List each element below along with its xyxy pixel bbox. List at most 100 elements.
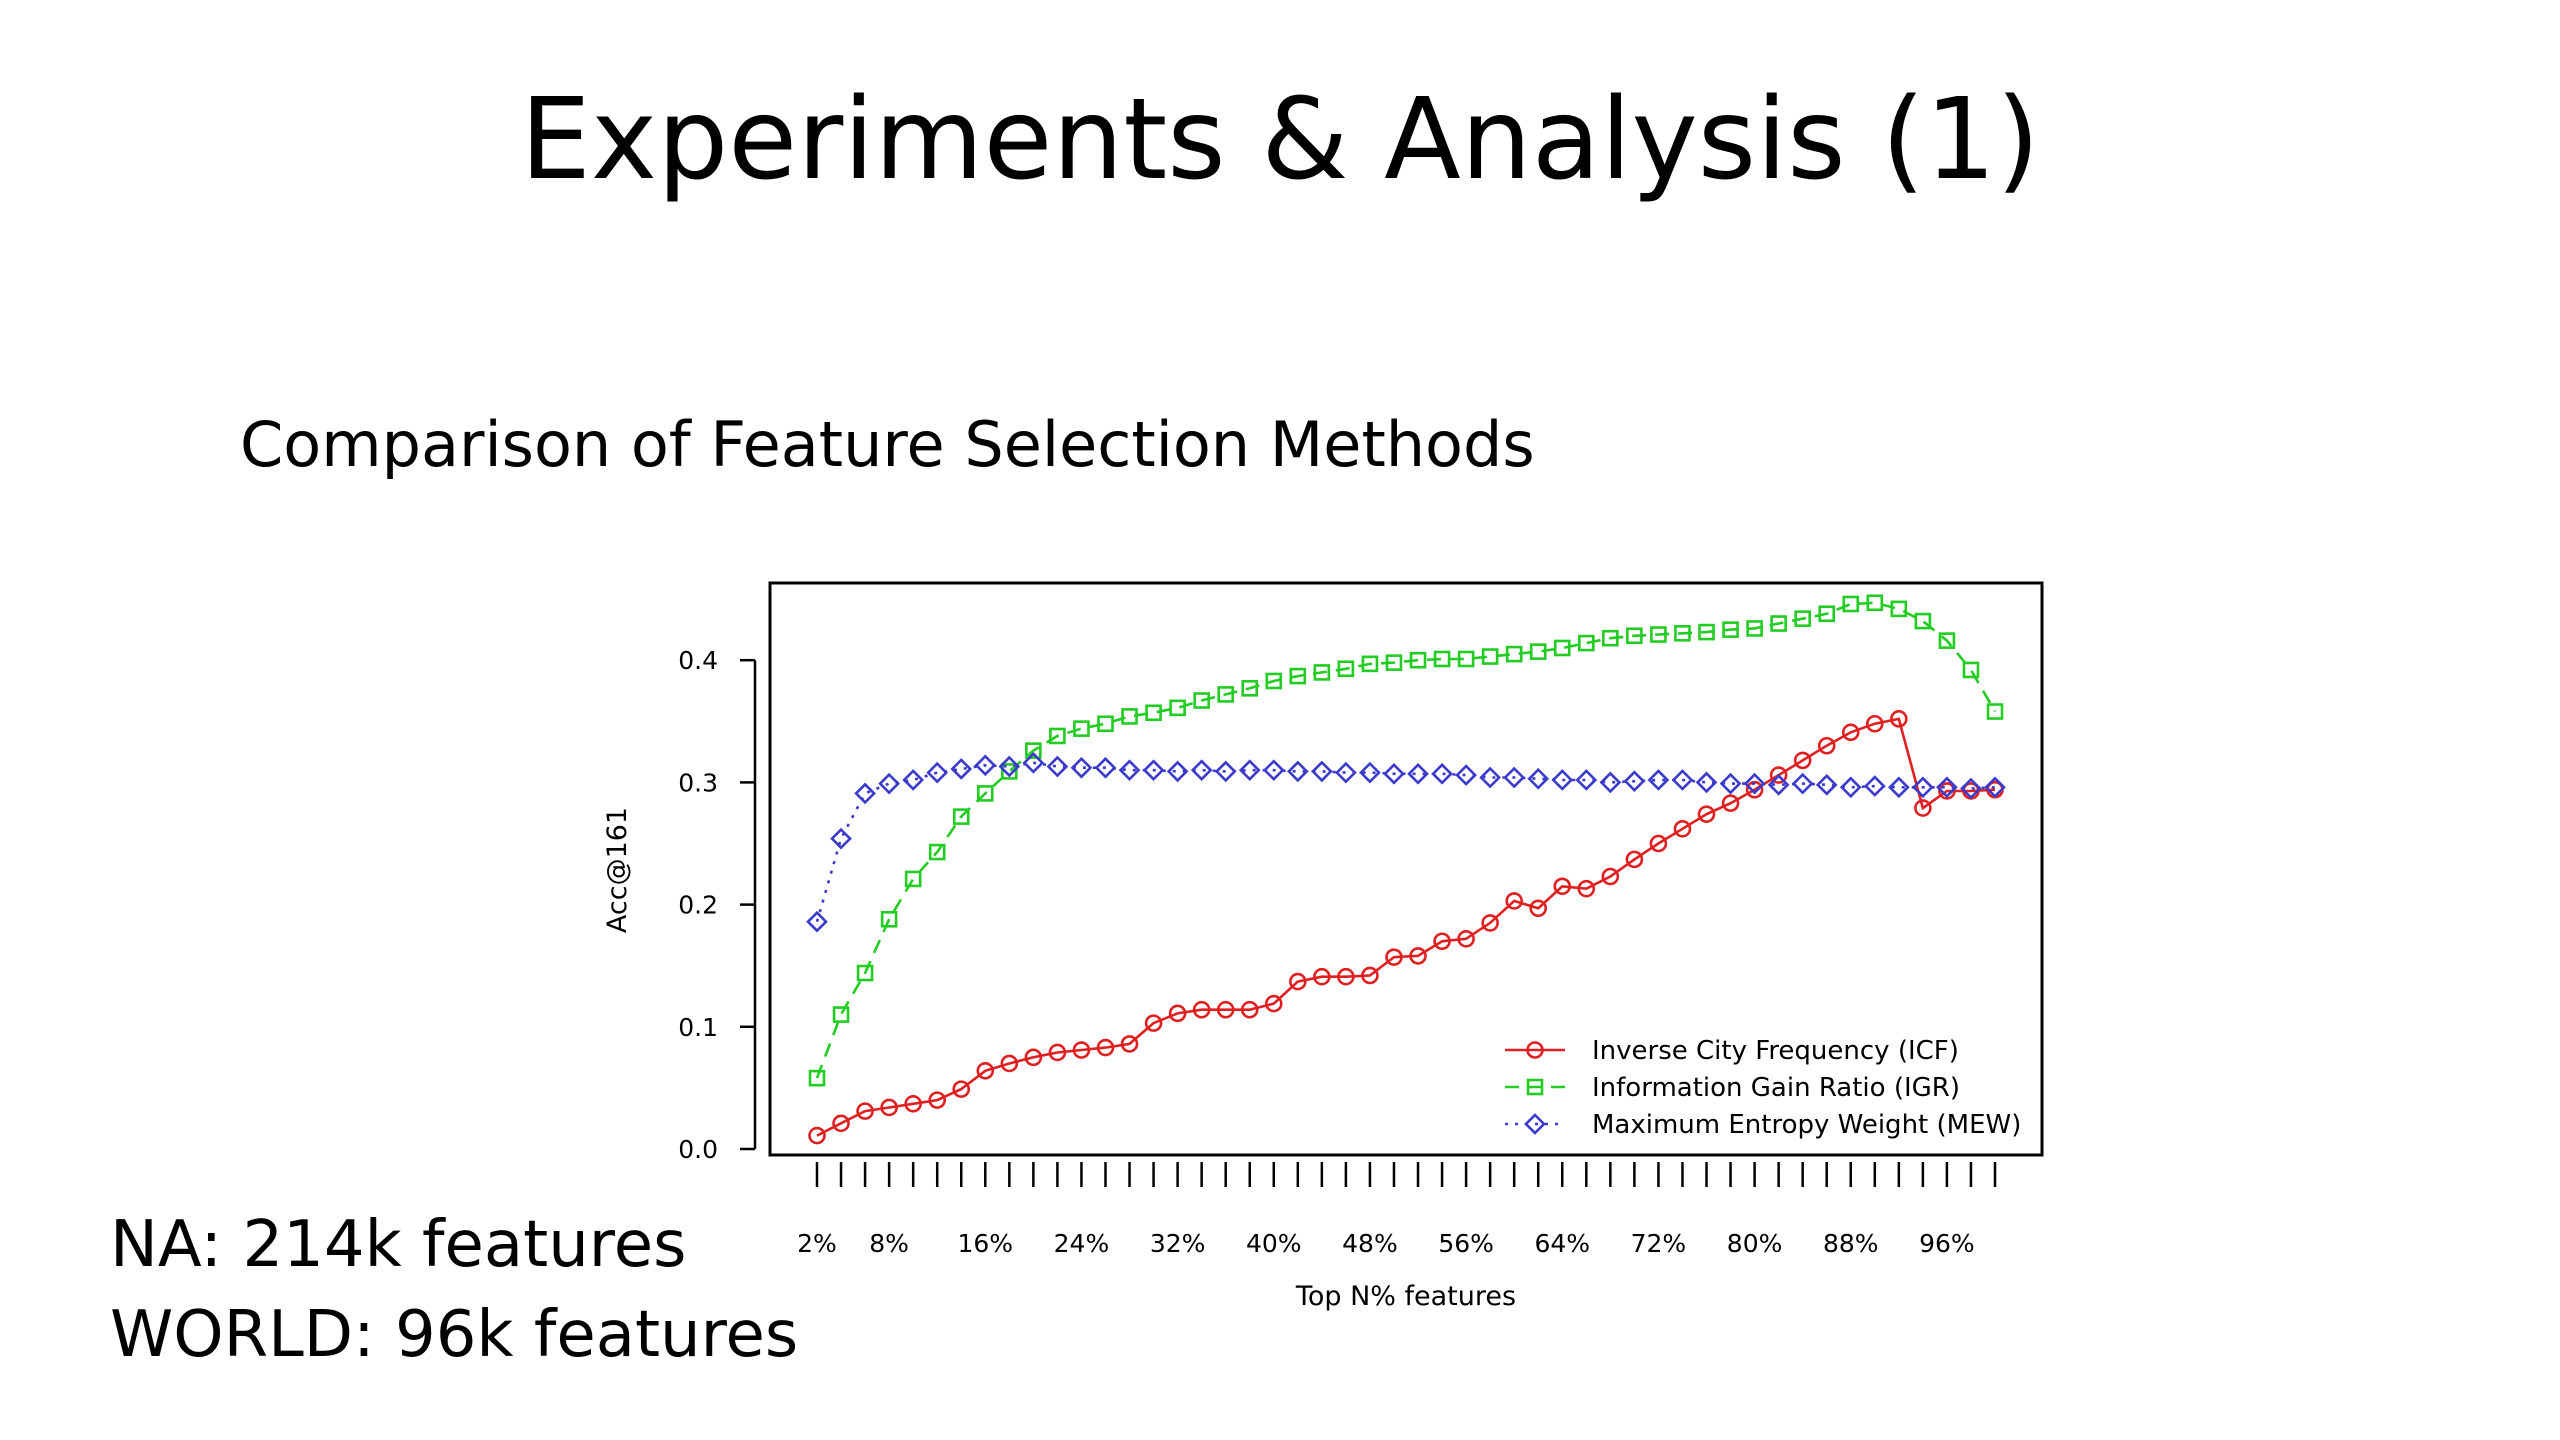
data-point [1046, 755, 1069, 778]
data-point [1503, 766, 1526, 789]
data-point [1626, 627, 1643, 645]
data-point [1577, 879, 1596, 898]
series-circle [808, 710, 2004, 1145]
y-tick-label: 0.1 [678, 1013, 718, 1042]
data-point [1265, 672, 1283, 690]
data-point [832, 1114, 850, 1133]
x-axis-label: Top N% features [1295, 1281, 1516, 1312]
data-point [1767, 774, 1790, 796]
data-point [1647, 769, 1670, 791]
data-point [926, 761, 949, 784]
legend-box [1480, 1020, 2040, 1150]
data-point [1361, 655, 1379, 673]
data-point [998, 755, 1021, 778]
chart-legend: Inverse City Frequency (ICF) Information … [1480, 1020, 2040, 1150]
data-point [1599, 771, 1622, 794]
data-point [1529, 899, 1548, 918]
data-point [1746, 620, 1763, 637]
data-point [1289, 972, 1307, 991]
data-point [1698, 623, 1715, 641]
note-world-features: WORLD: 96k features [110, 1298, 799, 1372]
data-point [1455, 764, 1477, 786]
data-point [976, 1061, 995, 1080]
data-point [1121, 708, 1138, 725]
data-point [856, 1102, 874, 1120]
data-point [854, 782, 876, 805]
data-point [904, 1094, 922, 1113]
data-point [1719, 772, 1742, 795]
data-point [1024, 1048, 1043, 1067]
data-point [1526, 1041, 1544, 1059]
data-point [1794, 610, 1811, 627]
data-point [830, 827, 852, 850]
data-point [950, 758, 973, 780]
data-point [1193, 692, 1210, 709]
data-point [1866, 594, 1884, 612]
data-point [1842, 595, 1860, 613]
data-point [1313, 967, 1331, 986]
data-point [976, 785, 994, 802]
y-axis-label: Acc@161 [602, 807, 633, 933]
data-point [1240, 1000, 1259, 1019]
data-point [1479, 766, 1501, 789]
data-point [974, 754, 997, 777]
data-point [1383, 763, 1405, 785]
data-point [1481, 914, 1499, 932]
data-point [1673, 820, 1692, 838]
data-point [904, 870, 922, 888]
data-point [1865, 714, 1884, 733]
plot-frame [768, 581, 2044, 1157]
data-point [1769, 766, 1788, 784]
data-point [1168, 1004, 1187, 1023]
data-point [1575, 769, 1598, 791]
data-point [1912, 776, 1934, 799]
data-point [1262, 759, 1285, 782]
series-square [808, 594, 2004, 1087]
data-point [1625, 850, 1644, 869]
data-point [1815, 774, 1838, 796]
data-point [1048, 1043, 1067, 1062]
data-point [878, 772, 900, 795]
data-point [1409, 651, 1427, 669]
data-point [1721, 794, 1740, 812]
data-point [1962, 661, 1980, 679]
data-point [808, 1069, 826, 1087]
axes: 0.0 0.1 0.2 0.3 0.4 2% 8% 16% 24% 32% 40% 48% 56% 64%… [678, 646, 1997, 1258]
data-point [1553, 877, 1572, 896]
data-point [1671, 769, 1694, 791]
data-point [1524, 1113, 1546, 1135]
data-point [1070, 756, 1093, 779]
data-point [1022, 752, 1045, 774]
data-point [832, 1006, 850, 1023]
data-point [1144, 1014, 1163, 1032]
x-tick-label: 96% [1919, 1229, 1975, 1258]
legend-label: Inverse City Frequency (ICF) [1592, 1036, 1959, 1066]
data-point [1094, 756, 1117, 779]
data-point [1166, 760, 1189, 783]
data-point [1481, 648, 1499, 665]
data-point [928, 1091, 947, 1109]
data-point [1722, 621, 1739, 638]
data-point [1602, 629, 1619, 647]
x-tick-label: 8% [869, 1229, 909, 1258]
data-point [880, 1098, 898, 1117]
data-point [1914, 612, 1932, 630]
data-point [1289, 667, 1307, 685]
data-point [1311, 760, 1333, 783]
data-point [1623, 770, 1646, 793]
series-line [815, 601, 1997, 1079]
series-line [816, 717, 1996, 1137]
slide-subtitle: Comparison of Feature Selection Methods [240, 408, 1535, 481]
y-tick-label: 0.3 [678, 768, 718, 797]
data-point [808, 1126, 826, 1145]
data-point [1841, 723, 1860, 742]
data-point [1385, 654, 1403, 671]
data-point [1529, 643, 1547, 660]
data-point [1527, 767, 1550, 790]
data-point [1097, 715, 1114, 733]
data-point [1745, 780, 1764, 799]
data-point [1674, 625, 1691, 642]
data-point [1578, 634, 1595, 652]
x-tick-label: 2% [797, 1229, 837, 1258]
